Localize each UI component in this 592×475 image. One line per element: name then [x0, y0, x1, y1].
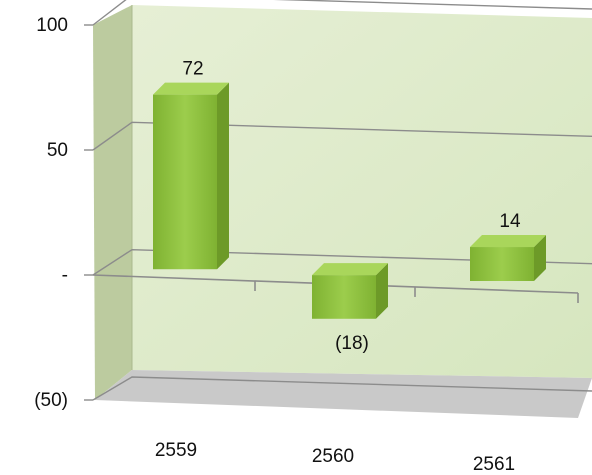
- data-label-2560: (18): [335, 333, 369, 354]
- gridline: [92, 0, 592, 26]
- gridline: [92, 376, 592, 401]
- data-label-2559: 72: [182, 59, 203, 80]
- y-tick-label: 100: [36, 15, 68, 36]
- side-wall: [93, 5, 132, 400]
- category-label-2560: 2560: [312, 446, 354, 467]
- y-tick-label: -: [62, 265, 68, 286]
- bar-2559: [153, 82, 229, 270]
- gridline: [92, 121, 592, 151]
- bar-2561: [470, 235, 546, 281]
- floor: [95, 370, 592, 418]
- bars: [153, 82, 546, 319]
- gridlines: [84, 0, 592, 401]
- x-axis-category-labels: 2559 2560 2561: [155, 440, 515, 475]
- category-label-2561: 2561: [473, 454, 515, 475]
- back-wall: [132, 5, 592, 378]
- y-tick-label: 50: [47, 140, 68, 161]
- gridline: [92, 248, 592, 276]
- data-labels: 72 (18) 14: [182, 59, 521, 354]
- y-axis-tick-labels: 100 50 - (50): [34, 15, 68, 411]
- category-label-2559: 2559: [155, 440, 197, 461]
- y-tick-label: (50): [34, 390, 68, 411]
- data-label-2561: 14: [499, 211, 521, 232]
- bar-2560: [312, 263, 388, 319]
